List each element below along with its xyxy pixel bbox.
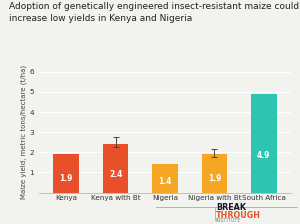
Bar [152, 164, 178, 193]
Text: 2.4: 2.4 [109, 170, 122, 179]
Y-axis label: Maize yield, metric tons/hectare (t/ha): Maize yield, metric tons/hectare (t/ha) [20, 65, 27, 199]
Bar [251, 94, 277, 193]
Text: THROUGH: THROUGH [216, 211, 261, 220]
Text: Adoption of genetically engineered insect-resistant maize could
increase low yie: Adoption of genetically engineered insec… [9, 2, 299, 23]
Text: 4.9: 4.9 [257, 151, 271, 160]
Bar [103, 144, 128, 193]
Text: 1.9: 1.9 [59, 174, 73, 183]
Bar [53, 154, 79, 193]
Text: 1.9: 1.9 [208, 174, 221, 183]
Text: BREAK: BREAK [216, 203, 246, 212]
Bar [202, 154, 227, 193]
Text: INSTITUTE: INSTITUTE [216, 218, 242, 223]
Text: 1.4: 1.4 [158, 177, 172, 186]
